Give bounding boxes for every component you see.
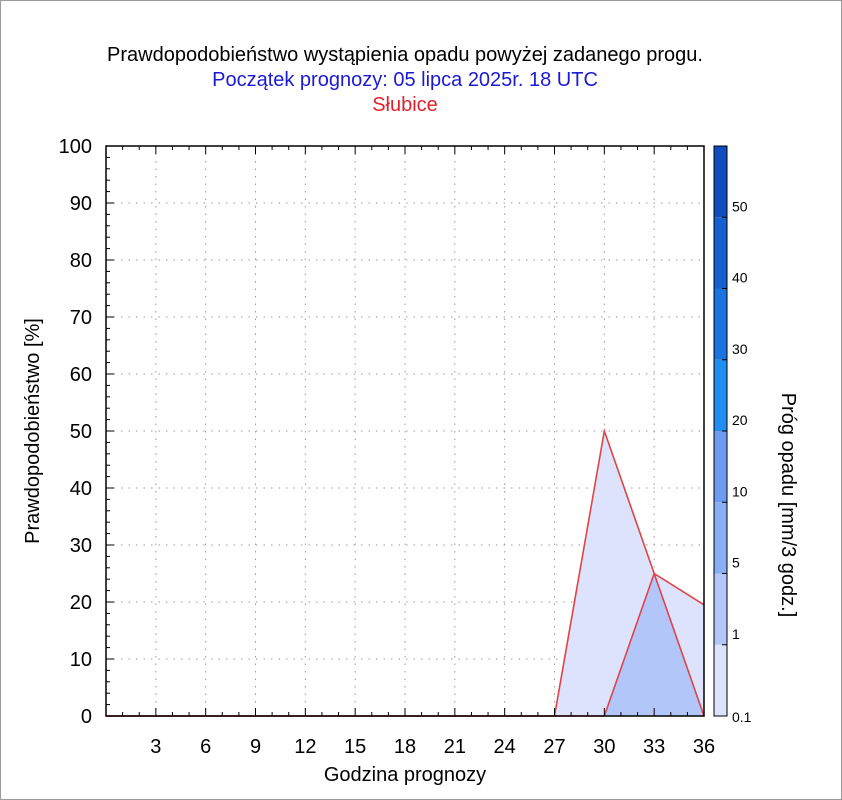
x-tick-label: 12	[294, 736, 316, 758]
colorbar-band	[714, 146, 727, 218]
colorbar-band	[714, 217, 727, 289]
y-axis-label: Prawdopodobieństwo [%]	[22, 318, 44, 544]
x-tick-label: 15	[344, 736, 366, 758]
colorbar-label: Próg opadu [mm/3 godz.]	[777, 393, 799, 618]
chart-subtitle: Początek prognozy: 05 lipca 2025r. 18 UT…	[212, 69, 598, 91]
y-tick-label: 90	[70, 193, 92, 215]
x-tick-label: 24	[494, 736, 516, 758]
colorbar-tick-label: 10	[732, 483, 748, 499]
x-axis-label: Godzina prognozy	[324, 764, 486, 786]
x-tick-label: 3	[150, 736, 161, 758]
y-tick-label: 50	[70, 421, 92, 443]
colorbar-tick-label: 30	[732, 341, 748, 357]
x-tick-label: 6	[200, 736, 211, 758]
ticks: 3 6 9 12 15 18 21 24 27 30 33 360102030405060708090…	[59, 136, 716, 758]
colorbar-tick-label: 0.1	[732, 709, 752, 725]
colorbar-band	[714, 431, 727, 503]
plot-border	[105, 145, 705, 717]
chart-title: Prawdopodobieństwo wystąpienia opadu pow…	[107, 44, 703, 66]
colorbar-band	[714, 288, 727, 360]
y-tick-label: 70	[70, 307, 92, 329]
x-tick-label: 18	[394, 736, 416, 758]
colorbar-tick-label: 1	[732, 626, 740, 642]
y-tick-label: 10	[70, 649, 92, 671]
y-tick-label: 0	[81, 706, 92, 728]
colorbar-tick-label: 5	[732, 555, 740, 571]
colorbar-band	[714, 644, 727, 716]
colorbar-band	[714, 502, 727, 574]
x-tick-label: 30	[593, 736, 615, 758]
colorbar: 0.1 1 5 10 20 30 40 50	[713, 145, 752, 725]
x-tick-label: 36	[693, 736, 715, 758]
area-series-1	[106, 573, 704, 716]
colorbar-band	[714, 573, 727, 645]
colorbar-tick-label: 50	[732, 198, 748, 214]
y-tick-label: 60	[70, 364, 92, 386]
x-tick-label: 27	[543, 736, 565, 758]
colorbar-band	[714, 359, 727, 431]
colorbar-tick-label: 20	[732, 412, 748, 428]
colorbar-tick-label: 40	[732, 270, 748, 286]
x-tick-label: 33	[643, 736, 665, 758]
y-tick-label: 100	[59, 136, 92, 158]
y-tick-label: 40	[70, 478, 92, 500]
y-tick-label: 80	[70, 250, 92, 272]
x-tick-label: 9	[250, 736, 261, 758]
y-tick-label: 30	[70, 535, 92, 557]
y-tick-label: 20	[70, 592, 92, 614]
x-tick-label: 21	[444, 736, 466, 758]
chart-location: Słubice	[372, 94, 438, 116]
